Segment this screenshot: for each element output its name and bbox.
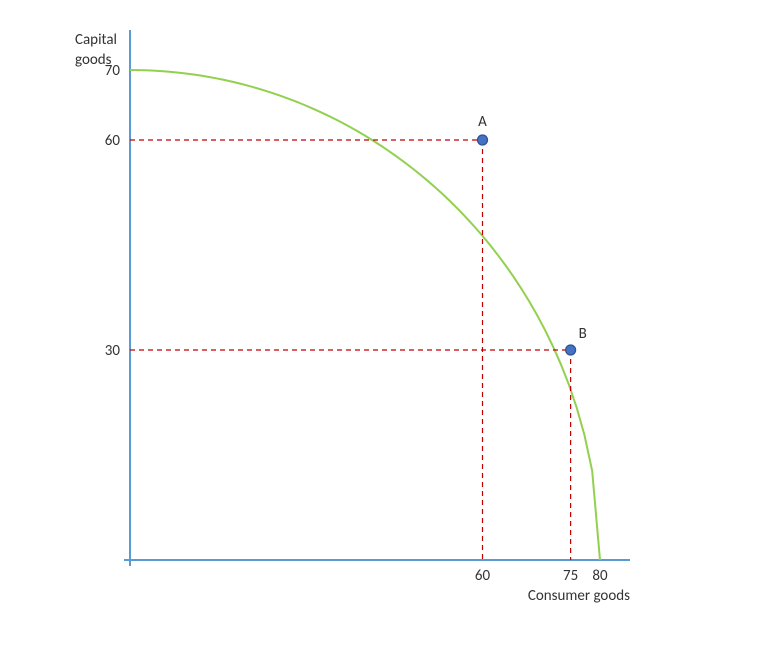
- point-label-a: A: [478, 113, 487, 131]
- point-b: [566, 345, 576, 355]
- x-axis-label: Consumer goods: [528, 587, 630, 605]
- chart-background: [0, 0, 758, 648]
- ppf-chart: AB306070607580CapitalgoodsConsumer goods: [0, 0, 758, 648]
- x-tick-75: 75: [563, 567, 578, 585]
- point-a: [478, 135, 488, 145]
- y-axis-label-line2: goods: [75, 51, 112, 69]
- x-tick-80: 80: [592, 567, 608, 585]
- y-tick-30: 30: [105, 342, 121, 360]
- x-tick-60: 60: [475, 567, 491, 585]
- y-tick-60: 60: [105, 132, 121, 150]
- y-axis-label-line1: Capital: [75, 31, 117, 49]
- point-label-b: B: [579, 325, 587, 343]
- chart-svg: AB306070607580CapitalgoodsConsumer goods: [0, 0, 758, 648]
